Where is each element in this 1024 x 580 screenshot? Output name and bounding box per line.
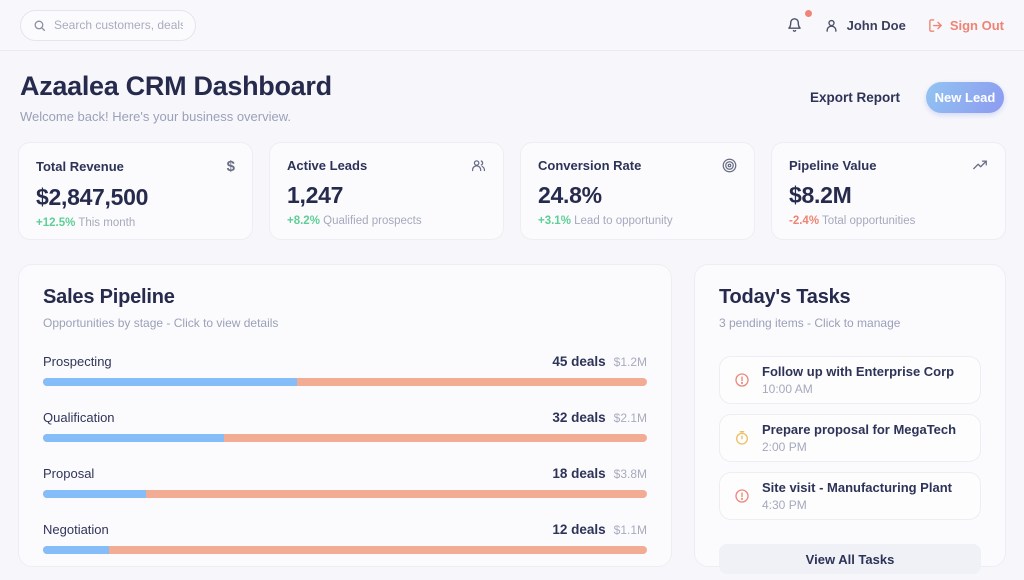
stage-deals: 45 deals: [552, 354, 606, 369]
stage-name: Proposal: [43, 466, 95, 481]
stat-label: Active Leads: [287, 158, 368, 173]
stage-name: Negotiation: [43, 522, 109, 537]
stage-bar-fill: [43, 434, 225, 442]
page-header-text: Azaalea CRM Dashboard Welcome back! Here…: [20, 71, 332, 124]
task-title: Follow up with Enterprise Corp: [762, 364, 955, 379]
user-menu[interactable]: John Doe: [824, 18, 906, 33]
alert-circle-icon: [734, 488, 750, 504]
task-title: Site visit - Manufacturing Plant: [762, 480, 952, 495]
main-content: Sales Pipeline Opportunities by stage - …: [18, 264, 1006, 574]
sales-pipeline-panel: Sales Pipeline Opportunities by stage - …: [18, 264, 672, 567]
dollar-icon: $: [226, 158, 235, 175]
search-input[interactable]: [54, 18, 183, 32]
stage-bar-track: [43, 490, 647, 498]
page-title: Azaalea CRM Dashboard: [20, 71, 332, 101]
pipeline-stage-proposal[interactable]: Proposal 18 deals $3.8M: [43, 466, 647, 498]
stat-label: Pipeline Value: [789, 158, 877, 173]
stage-bar-fill: [43, 378, 297, 386]
stage-value: $1.1M: [613, 523, 647, 537]
tasks-subtitle: 3 pending items - Click to manage: [719, 316, 901, 330]
sign-out-label: Sign Out: [949, 17, 1004, 33]
sign-out-icon: [929, 18, 942, 32]
task-item[interactable]: Prepare proposal for MegaTech 2:00 PM: [719, 414, 981, 462]
stage-name: Qualification: [43, 410, 115, 425]
export-report-button[interactable]: Export Report: [809, 90, 900, 105]
clock-icon: [734, 430, 750, 446]
stats-grid: Total Revenue $ $2,847,500 +12.5% This m…: [18, 142, 1006, 240]
page-header: Azaalea CRM Dashboard Welcome back! Here…: [0, 51, 1024, 128]
stat-value: 1,247: [287, 182, 344, 208]
stat-subtext: +8.2% Qualified prospects: [287, 215, 486, 227]
task-time: 4:30 PM: [762, 498, 807, 512]
user-name: John Doe: [846, 17, 906, 33]
task-item[interactable]: Follow up with Enterprise Corp 10:00 AM: [719, 356, 981, 404]
stat-note: Lead to opportunity: [574, 215, 673, 227]
stat-subtext: -2.4% Total opportunities: [789, 215, 988, 227]
user-icon: [826, 19, 837, 32]
header-actions: Export Report New Lead: [810, 82, 1004, 113]
stat-label: Conversion Rate: [538, 158, 642, 173]
stage-bar-fill: [43, 490, 146, 498]
notifications-button[interactable]: [787, 10, 812, 33]
task-time: 2:00 PM: [762, 440, 807, 454]
stat-value: 24.8%: [538, 182, 602, 208]
task-text: Follow up with Enterprise Corp 10:00 AM: [762, 364, 954, 396]
stat-note: Total opportunities: [822, 215, 916, 227]
task-item[interactable]: Site visit - Manufacturing Plant 4:30 PM: [719, 472, 981, 520]
stat-change: +8.2%: [287, 215, 320, 227]
tasks-title: Today's Tasks: [719, 286, 851, 308]
stat-value: $8.2M: [789, 182, 852, 208]
pipeline-stage-qualification[interactable]: Qualification 32 deals $2.1M: [43, 410, 647, 442]
sign-out-button[interactable]: Sign Out: [928, 18, 1004, 33]
stat-subtext: +12.5% This month: [36, 217, 235, 229]
notification-dot: [804, 10, 812, 17]
pipeline-subtitle: Opportunities by stage - Click to view d…: [43, 316, 279, 330]
task-list: Follow up with Enterprise Corp 10:00 AM …: [719, 356, 981, 520]
stat-card-conversion-rate[interactable]: Conversion Rate 24.8% +3.1% Lead to oppo…: [520, 142, 755, 240]
page-subtitle: Welcome back! Here's your business overv…: [20, 109, 292, 124]
view-all-tasks-button[interactable]: View All Tasks: [719, 544, 981, 574]
new-lead-button[interactable]: New Lead: [926, 82, 1004, 113]
stage-value: $3.8M: [613, 467, 647, 481]
stage-deals: 32 deals: [552, 410, 606, 425]
stat-subtext: +3.1% Lead to opportunity: [538, 215, 737, 227]
pipeline-title: Sales Pipeline: [43, 286, 175, 308]
target-icon: [722, 158, 737, 173]
stage-deals: 12 deals: [552, 522, 606, 537]
alert-circle-icon: [734, 372, 750, 388]
stat-label: Total Revenue: [36, 159, 124, 174]
stage-value: $2.1M: [613, 411, 647, 425]
task-title: Prepare proposal for MegaTech: [762, 422, 957, 437]
stage-value: $1.2M: [613, 355, 647, 369]
bell-icon: [787, 18, 801, 32]
search-icon: [34, 20, 46, 31]
trending-up-icon: [972, 158, 988, 173]
task-text: Site visit - Manufacturing Plant 4:30 PM: [762, 480, 952, 512]
task-time: 10:00 AM: [762, 382, 813, 396]
stat-change: -2.4%: [789, 215, 820, 227]
todays-tasks-panel: Today's Tasks 3 pending items - Click to…: [694, 264, 1006, 574]
task-text: Prepare proposal for MegaTech 2:00 PM: [762, 422, 956, 454]
users-icon: [471, 158, 486, 173]
stat-card-pipeline-value[interactable]: Pipeline Value $8.2M -2.4% Total opportu…: [771, 142, 1006, 240]
stat-change: +3.1%: [538, 215, 571, 227]
stage-name: Prospecting: [43, 354, 112, 369]
stat-note: This month: [78, 217, 136, 229]
stat-value: $2,847,500: [36, 184, 149, 210]
pipeline-stage-prospecting[interactable]: Prospecting 45 deals $1.2M: [43, 354, 647, 386]
stage-deals: 18 deals: [552, 466, 606, 481]
stat-note: Qualified prospects: [323, 215, 422, 227]
top-bar: John Doe Sign Out: [0, 0, 1024, 51]
stage-bar-track: [43, 434, 647, 442]
stage-bar-track: [43, 378, 647, 386]
stage-bar-fill: [43, 546, 110, 554]
stage-bar-track: [43, 546, 647, 554]
stat-card-total-revenue[interactable]: Total Revenue $ $2,847,500 +12.5% This m…: [18, 142, 253, 240]
topbar-right-group: John Doe Sign Out: [787, 10, 1004, 33]
pipeline-stage-negotiation[interactable]: Negotiation 12 deals $1.1M: [43, 522, 647, 554]
stat-change: +12.5%: [36, 217, 76, 229]
search-box[interactable]: [20, 9, 196, 41]
stat-card-active-leads[interactable]: Active Leads 1,247 +8.2% Qualified prosp…: [269, 142, 504, 240]
